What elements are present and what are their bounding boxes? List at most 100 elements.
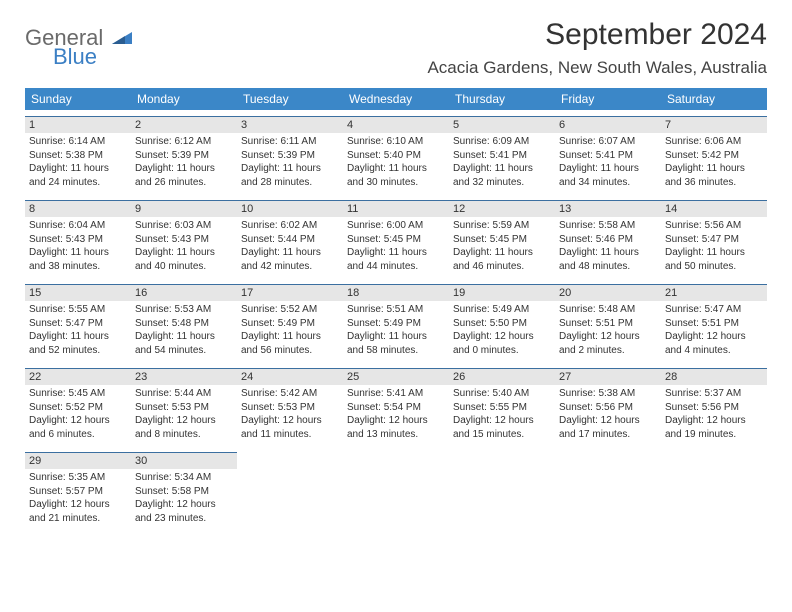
day-number: 3: [237, 116, 343, 133]
day-details: Sunrise: 5:59 AMSunset: 5:45 PMDaylight:…: [452, 219, 552, 273]
sunset-line: Sunset: 5:55 PM: [453, 401, 551, 415]
day-number: 6: [555, 116, 661, 133]
daylight-line-2: and 46 minutes.: [453, 260, 551, 274]
day-details: Sunrise: 5:34 AMSunset: 5:58 PMDaylight:…: [134, 471, 234, 525]
sunset-line: Sunset: 5:43 PM: [29, 233, 127, 247]
daylight-line-2: and 32 minutes.: [453, 176, 551, 190]
daylight-line-2: and 6 minutes.: [29, 428, 127, 442]
day-cell: 5Sunrise: 6:09 AMSunset: 5:41 PMDaylight…: [449, 116, 555, 194]
day-cell: 13Sunrise: 5:58 AMSunset: 5:46 PMDayligh…: [555, 200, 661, 278]
daylight-line-1: Daylight: 11 hours: [559, 162, 657, 176]
daylight-line-2: and 52 minutes.: [29, 344, 127, 358]
day-number: 21: [661, 284, 767, 301]
day-number: 17: [237, 284, 343, 301]
day-details: Sunrise: 5:47 AMSunset: 5:51 PMDaylight:…: [664, 303, 764, 357]
weeks-container: 1 Sunrise: 6:14 AMSunset: 5:38 PMDaylight…: [25, 116, 767, 530]
day-details: Sunrise: 6:06 AMSunset: 5:42 PMDaylight:…: [664, 135, 764, 189]
day-number: 28: [661, 368, 767, 385]
week-row: 22Sunrise: 5:45 AMSunset: 5:52 PMDayligh…: [25, 368, 767, 446]
daylight-line-1: Daylight: 12 hours: [665, 330, 763, 344]
sunrise-line: Sunrise: 5:58 AM: [559, 219, 657, 233]
day-details: Sunrise: 5:40 AMSunset: 5:55 PMDaylight:…: [452, 387, 552, 441]
day-cell: 25Sunrise: 5:41 AMSunset: 5:54 PMDayligh…: [343, 368, 449, 446]
day-details: Sunrise: 5:38 AMSunset: 5:56 PMDaylight:…: [558, 387, 658, 441]
sunrise-line: Sunrise: 5:47 AM: [665, 303, 763, 317]
week-row: 29Sunrise: 5:35 AMSunset: 5:57 PMDayligh…: [25, 452, 767, 530]
day-number: 8: [25, 200, 131, 217]
sunset-line: Sunset: 5:40 PM: [347, 149, 445, 163]
sunset-line: Sunset: 5:53 PM: [241, 401, 339, 415]
sunrise-line: Sunrise: 5:34 AM: [135, 471, 233, 485]
dow-header-cell: Wednesday: [343, 88, 449, 110]
day-cell: 9Sunrise: 6:03 AMSunset: 5:43 PMDaylight…: [131, 200, 237, 278]
sunrise-line: Sunrise: 5:52 AM: [241, 303, 339, 317]
daylight-line-1: Daylight: 11 hours: [665, 246, 763, 260]
day-number: 9: [131, 200, 237, 217]
dow-header-cell: Monday: [131, 88, 237, 110]
sunrise-line: Sunrise: 5:37 AM: [665, 387, 763, 401]
daylight-line-1: Daylight: 12 hours: [559, 414, 657, 428]
day-number: 7: [661, 116, 767, 133]
day-cell: 15Sunrise: 5:55 AMSunset: 5:47 PMDayligh…: [25, 284, 131, 362]
daylight-line-1: Daylight: 11 hours: [29, 330, 127, 344]
day-details: Sunrise: 5:44 AMSunset: 5:53 PMDaylight:…: [134, 387, 234, 441]
sunrise-line: Sunrise: 5:41 AM: [347, 387, 445, 401]
day-number: 19: [449, 284, 555, 301]
day-cell-empty: [661, 452, 767, 530]
sunrise-line: Sunrise: 5:35 AM: [29, 471, 127, 485]
daylight-line-1: Daylight: 11 hours: [29, 246, 127, 260]
sunset-line: Sunset: 5:43 PM: [135, 233, 233, 247]
day-details: Sunrise: 5:58 AMSunset: 5:46 PMDaylight:…: [558, 219, 658, 273]
day-number: 24: [237, 368, 343, 385]
sunrise-line: Sunrise: 5:40 AM: [453, 387, 551, 401]
sunrise-line: Sunrise: 5:48 AM: [559, 303, 657, 317]
sunrise-line: Sunrise: 6:04 AM: [29, 219, 127, 233]
daylight-line-2: and 24 minutes.: [29, 176, 127, 190]
daylight-line-2: and 0 minutes.: [453, 344, 551, 358]
day-cell: 1 Sunrise: 6:14 AMSunset: 5:38 PMDaylight…: [25, 116, 131, 194]
day-cell: 16Sunrise: 5:53 AMSunset: 5:48 PMDayligh…: [131, 284, 237, 362]
day-cell-empty: [555, 452, 661, 530]
daylight-line-2: and 44 minutes.: [347, 260, 445, 274]
day-cell: 4 Sunrise: 6:10 AMSunset: 5:40 PMDaylight…: [343, 116, 449, 194]
day-details: Sunrise: 5:45 AMSunset: 5:52 PMDaylight:…: [28, 387, 128, 441]
daylight-line-1: Daylight: 12 hours: [241, 414, 339, 428]
logo-text: General Blue: [25, 26, 132, 68]
day-cell: 14Sunrise: 5:56 AMSunset: 5:47 PMDayligh…: [661, 200, 767, 278]
daylight-line-1: Daylight: 12 hours: [559, 330, 657, 344]
day-cell: 8 Sunrise: 6:04 AMSunset: 5:43 PMDaylight…: [25, 200, 131, 278]
day-details: Sunrise: 5:49 AMSunset: 5:50 PMDaylight:…: [452, 303, 552, 357]
day-details: Sunrise: 6:10 AMSunset: 5:40 PMDaylight:…: [346, 135, 446, 189]
header: General Blue September 2024 Acacia Garde…: [25, 18, 767, 78]
day-number: 1: [25, 116, 131, 133]
day-cell: 3Sunrise: 6:11 AMSunset: 5:39 PMDaylight…: [237, 116, 343, 194]
daylight-line-2: and 8 minutes.: [135, 428, 233, 442]
daylight-line-2: and 13 minutes.: [347, 428, 445, 442]
day-number: 27: [555, 368, 661, 385]
day-details: Sunrise: 5:52 AMSunset: 5:49 PMDaylight:…: [240, 303, 340, 357]
daylight-line-2: and 34 minutes.: [559, 176, 657, 190]
sunset-line: Sunset: 5:46 PM: [559, 233, 657, 247]
daylight-line-1: Daylight: 11 hours: [347, 246, 445, 260]
day-cell: 11Sunrise: 6:00 AMSunset: 5:45 PMDayligh…: [343, 200, 449, 278]
day-number: 10: [237, 200, 343, 217]
daylight-line-2: and 19 minutes.: [665, 428, 763, 442]
day-number: 15: [25, 284, 131, 301]
daylight-line-2: and 11 minutes.: [241, 428, 339, 442]
title-block: September 2024 Acacia Gardens, New South…: [427, 18, 767, 78]
sunset-line: Sunset: 5:50 PM: [453, 317, 551, 331]
daylight-line-2: and 17 minutes.: [559, 428, 657, 442]
daylight-line-1: Daylight: 11 hours: [241, 246, 339, 260]
daylight-line-2: and 2 minutes.: [559, 344, 657, 358]
sunset-line: Sunset: 5:58 PM: [135, 485, 233, 499]
day-details: Sunrise: 6:07 AMSunset: 5:41 PMDaylight:…: [558, 135, 658, 189]
sunset-line: Sunset: 5:56 PM: [559, 401, 657, 415]
daylight-line-1: Daylight: 11 hours: [453, 246, 551, 260]
sunrise-line: Sunrise: 6:14 AM: [29, 135, 127, 149]
day-details: Sunrise: 6:14 AMSunset: 5:38 PMDaylight:…: [28, 135, 128, 189]
sunset-line: Sunset: 5:42 PM: [665, 149, 763, 163]
calendar-page: General Blue September 2024 Acacia Garde…: [0, 0, 792, 548]
day-cell-empty: [449, 452, 555, 530]
sunrise-line: Sunrise: 6:11 AM: [241, 135, 339, 149]
day-number: 4: [343, 116, 449, 133]
